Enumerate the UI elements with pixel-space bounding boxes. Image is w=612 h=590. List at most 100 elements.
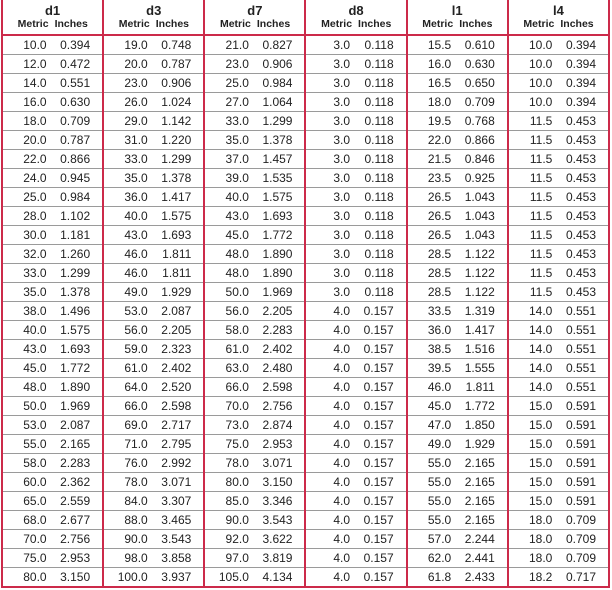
d7-metric-cell: 35.0: [203, 130, 255, 150]
d8-inches-cell: 0.157: [356, 358, 408, 378]
d1-inches-cell: 1.496: [52, 301, 105, 321]
d1-inches-cell: 1.575: [52, 320, 105, 340]
d8-metric-cell: 3.0: [304, 92, 357, 112]
d3-inches-cell: 1.024: [153, 92, 206, 112]
d7-inches-cell: 1.693: [254, 206, 307, 226]
table-row: 53.0 2.087 69.0 2.717 73.0 2.874 4.0 0.157 47.0 1…: [1, 415, 610, 435]
metric-subheader: Metric: [203, 18, 255, 36]
l1-metric-cell: 57.0: [405, 529, 458, 549]
d8-inches-cell: 0.118: [356, 206, 408, 226]
inches-subheader: Inches: [356, 18, 408, 36]
d1-inches-cell: 2.087: [52, 415, 105, 435]
d3-metric-cell: 53.0: [102, 301, 154, 321]
d3-inches-cell: 1.417: [153, 187, 206, 207]
d3-inches-cell: 2.205: [153, 320, 206, 340]
d1-inches-cell: 0.984: [52, 187, 105, 207]
d3-inches-cell: 1.575: [153, 206, 206, 226]
d3-metric-cell: 76.0: [102, 453, 154, 473]
d7-metric-cell: 27.0: [203, 92, 255, 112]
d1-inches-cell: 0.472: [52, 54, 105, 74]
d7-inches-cell: 2.874: [254, 415, 307, 435]
l1-inches-cell: 0.768: [457, 111, 509, 131]
d1-inches-cell: 2.362: [52, 472, 105, 492]
d8-inches-cell: 0.118: [356, 244, 408, 264]
l4-inches-cell: 0.453: [558, 130, 610, 150]
d1-metric-cell: 80.0: [1, 567, 53, 588]
l4-inches-cell: 0.551: [558, 358, 610, 378]
d3-inches-cell: 3.937: [153, 567, 206, 588]
l1-metric-cell: 16.5: [405, 73, 458, 93]
d8-metric-cell: 3.0: [304, 282, 357, 302]
table-row: 40.0 1.575 56.0 2.205 58.0 2.283 4.0 0.157 36.0 1…: [1, 320, 610, 340]
d8-metric-cell: 4.0: [304, 472, 357, 492]
l1-metric-cell: 49.0: [405, 434, 458, 454]
d8-inches-cell: 0.157: [356, 320, 408, 340]
d8-metric-cell: 3.0: [304, 168, 357, 188]
l1-metric-cell: 38.5: [405, 339, 458, 359]
table-row: 35.0 1.378 49.0 1.929 50.0 1.969 3.0 0.118 28.5 1…: [1, 282, 610, 302]
d1-inches-cell: 0.866: [52, 149, 105, 169]
d3-metric-cell: 100.0: [102, 567, 154, 588]
table-row: 14.0 0.551 23.0 0.906 25.0 0.984 3.0 0.118 16.5 0…: [1, 73, 610, 93]
d7-inches-cell: 3.543: [254, 510, 307, 530]
d8-metric-cell: 3.0: [304, 35, 357, 55]
d3-inches-cell: 2.520: [153, 377, 206, 397]
d1-metric-cell: 35.0: [1, 282, 53, 302]
d3-inches-cell: 3.071: [153, 472, 206, 492]
l1-inches-cell: 2.165: [457, 510, 509, 530]
l4-metric-cell: 14.0: [506, 320, 559, 340]
d8-metric-cell: 4.0: [304, 320, 357, 340]
l4-inches-cell: 0.394: [558, 73, 610, 93]
l4-metric-cell: 18.2: [506, 567, 559, 588]
l4-inches-cell: 0.717: [558, 567, 610, 588]
d3-metric-cell: 69.0: [102, 415, 154, 435]
l4-metric-cell: 11.5: [506, 111, 559, 131]
l4-metric-cell: 10.0: [506, 35, 559, 55]
d1-inches-cell: 3.150: [52, 567, 105, 588]
d7-inches-cell: 1.890: [254, 263, 307, 283]
d3-inches-cell: 2.717: [153, 415, 206, 435]
table-row: 50.0 1.969 66.0 2.598 70.0 2.756 4.0 0.157 45.0 1…: [1, 396, 610, 416]
d8-metric-cell: 4.0: [304, 453, 357, 473]
table-row: 60.0 2.362 78.0 3.071 80.0 3.150 4.0 0.157 55.0 2…: [1, 472, 610, 492]
table-row: 22.0 0.866 33.0 1.299 37.0 1.457 3.0 0.118 21.5 0…: [1, 149, 610, 169]
d7-inches-cell: 0.906: [254, 54, 307, 74]
d1-metric-cell: 28.0: [1, 206, 53, 226]
d3-inches-cell: 0.787: [153, 54, 206, 74]
l1-inches-cell: 1.319: [457, 301, 509, 321]
d8-inches-cell: 0.118: [356, 168, 408, 188]
d3-inches-cell: 1.220: [153, 130, 206, 150]
l1-inches-cell: 0.925: [457, 168, 509, 188]
inches-subheader: Inches: [254, 18, 307, 36]
d1-inches-cell: 0.630: [52, 92, 105, 112]
d7-inches-cell: 1.299: [254, 111, 307, 131]
d1-metric-cell: 58.0: [1, 453, 53, 473]
table-row: 80.0 3.150 100.0 3.937 105.0 4.134 4.0 0.157 61.…: [1, 567, 610, 588]
d1-metric-cell: 14.0: [1, 73, 53, 93]
l4-inches-cell: 0.453: [558, 168, 610, 188]
d1-metric-cell: 12.0: [1, 54, 53, 74]
d3-inches-cell: 3.858: [153, 548, 206, 568]
l4-metric-cell: 15.0: [506, 434, 559, 454]
d3-metric-cell: 66.0: [102, 396, 154, 416]
l1-metric-cell: 19.5: [405, 111, 458, 131]
l1-metric-cell: 55.0: [405, 472, 458, 492]
d7-inches-cell: 2.480: [254, 358, 307, 378]
l4-inches-cell: 0.591: [558, 491, 610, 511]
d7-inches-cell: 1.457: [254, 149, 307, 169]
l4-inches-cell: 0.453: [558, 187, 610, 207]
l1-metric-cell: 55.0: [405, 491, 458, 511]
d1-inches-cell: 0.394: [52, 35, 105, 55]
d7-metric-cell: 23.0: [203, 54, 255, 74]
l4-metric-cell: 11.5: [506, 282, 559, 302]
d7-metric-cell: 90.0: [203, 510, 255, 530]
l1-metric-cell: 28.5: [405, 263, 458, 283]
d8-inches-cell: 0.157: [356, 339, 408, 359]
l4-metric-cell: 11.5: [506, 206, 559, 226]
table-row: 12.0 0.472 20.0 0.787 23.0 0.906 3.0 0.118 16.0 0…: [1, 54, 610, 74]
l4-metric-cell: 18.0: [506, 529, 559, 549]
l1-inches-cell: 1.122: [457, 282, 509, 302]
d8-metric-cell: 4.0: [304, 510, 357, 530]
d8-inches-cell: 0.157: [356, 301, 408, 321]
